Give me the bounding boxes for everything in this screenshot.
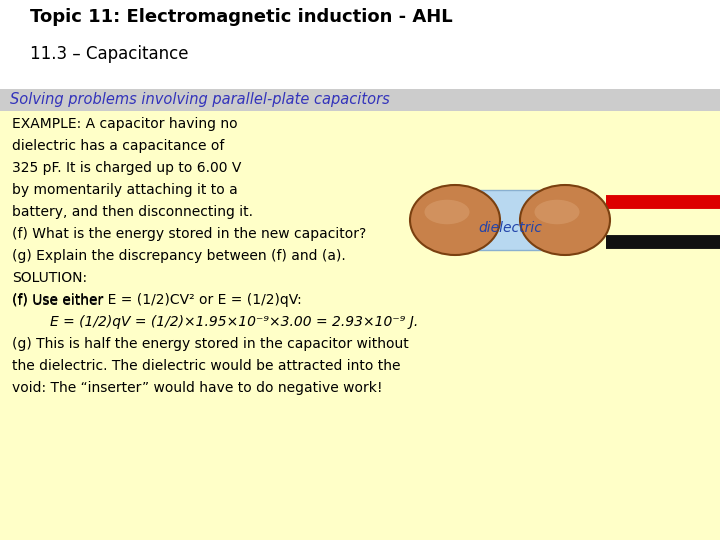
Text: dielectric: dielectric	[478, 221, 542, 235]
FancyBboxPatch shape	[0, 0, 720, 111]
Text: (g) Explain the discrepancy between (f) and (a).: (g) Explain the discrepancy between (f) …	[12, 249, 346, 263]
Text: EXAMPLE: A capacitor having no: EXAMPLE: A capacitor having no	[12, 117, 238, 131]
Text: SOLUTION:: SOLUTION:	[12, 271, 87, 285]
FancyBboxPatch shape	[0, 89, 720, 111]
Ellipse shape	[534, 200, 580, 224]
Ellipse shape	[410, 185, 500, 255]
Text: (f) Use either: (f) Use either	[12, 293, 107, 307]
Ellipse shape	[425, 200, 469, 224]
Text: the dielectric. The dielectric would be attracted into the: the dielectric. The dielectric would be …	[12, 359, 400, 373]
Text: by momentarily attaching it to a: by momentarily attaching it to a	[12, 183, 238, 197]
Text: E = (1/2)qV = (1/2)×1.95×10⁻⁹×3.00 = 2.93×10⁻⁹ J.: E = (1/2)qV = (1/2)×1.95×10⁻⁹×3.00 = 2.9…	[50, 315, 418, 329]
FancyBboxPatch shape	[0, 111, 720, 540]
Ellipse shape	[520, 185, 610, 255]
Text: dielectric has a capacitance of: dielectric has a capacitance of	[12, 139, 225, 153]
Text: 11.3 – Capacitance: 11.3 – Capacitance	[30, 45, 189, 63]
Text: 325 pF. It is charged up to 6.00 V: 325 pF. It is charged up to 6.00 V	[12, 161, 241, 175]
Text: void: The “inserter” would have to do negative work!: void: The “inserter” would have to do ne…	[12, 381, 382, 395]
Text: Topic 11: Electromagnetic induction - AHL: Topic 11: Electromagnetic induction - AH…	[30, 8, 453, 26]
Text: Solving problems involving parallel-plate capacitors: Solving problems involving parallel-plat…	[10, 92, 390, 107]
Text: (f) Use either E = (1/2)CV² or E = (1/2)qV:: (f) Use either E = (1/2)CV² or E = (1/2)…	[12, 293, 302, 307]
Text: battery, and then disconnecting it.: battery, and then disconnecting it.	[12, 205, 253, 219]
Text: (f) What is the energy stored in the new capacitor?: (f) What is the energy stored in the new…	[12, 227, 366, 241]
Text: (g) This is half the energy stored in the capacitor without: (g) This is half the energy stored in th…	[12, 337, 409, 351]
FancyBboxPatch shape	[455, 190, 565, 250]
